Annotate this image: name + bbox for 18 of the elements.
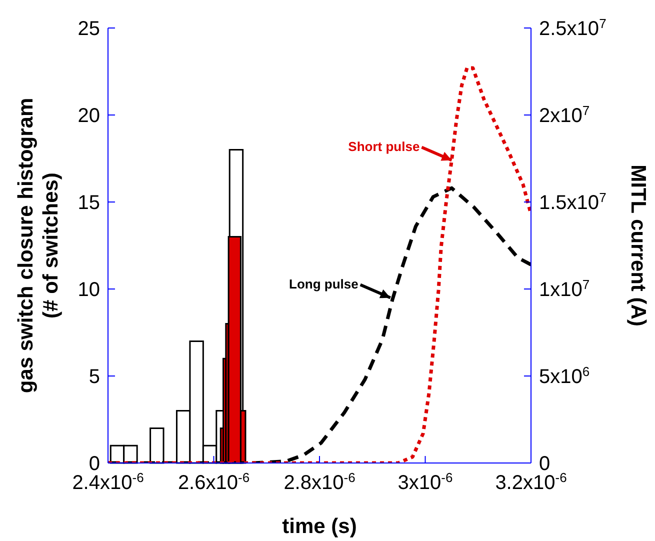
x-tick-label: 3x10$^{-6}$ xyxy=(398,470,453,494)
y-tick-label: 20 xyxy=(78,105,100,127)
x-tick-label: 2.6x10$^{-6}$ xyxy=(178,470,250,494)
x-axis-title: time (s) xyxy=(282,515,357,538)
y-tick-label: 15 xyxy=(78,192,100,214)
x-tick-label: 2.8x10$^{-6}$ xyxy=(284,470,356,494)
y2-axis-title: MITL current (A) xyxy=(626,164,650,326)
annotation: Long pulse xyxy=(289,276,358,292)
y-tick-label: 5 xyxy=(88,366,100,388)
y-axis-title: gas switch closure histogram (# of switches) xyxy=(14,98,62,394)
y2-tick-label: 2x10$^{7}$ xyxy=(539,102,590,127)
y2-tick-label: 2.5x10$^{7}$ xyxy=(539,16,606,40)
y2-tick-label: 1x10$^{7}$ xyxy=(539,276,590,301)
y-tick-label: 25 xyxy=(78,18,100,40)
y2-tick-label: 5x10$^{6}$ xyxy=(539,364,590,388)
y-tick-label: 10 xyxy=(78,279,100,301)
annotation: Short pulse xyxy=(348,139,420,154)
y2-tick-label: 1.5x10$^{7}$ xyxy=(539,190,606,214)
